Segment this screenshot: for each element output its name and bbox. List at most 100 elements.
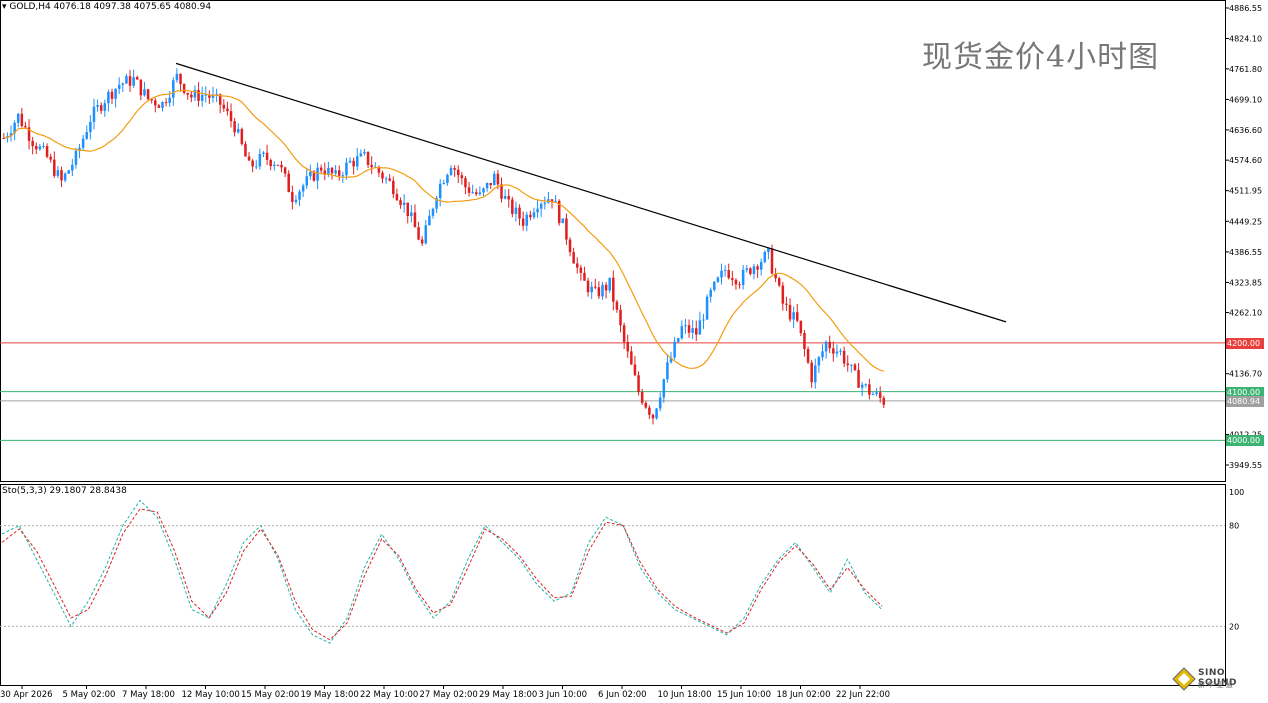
price-tick-label: 3949.55 (1229, 461, 1262, 470)
candle-body (49, 156, 52, 160)
candle-body (716, 277, 720, 282)
candle-body (575, 263, 579, 268)
candle-body (330, 167, 334, 174)
candle-body (146, 89, 150, 100)
candle-body (619, 309, 622, 326)
price-tick-label: 4386.55 (1229, 248, 1262, 257)
candle-body (835, 351, 839, 354)
price-badge-4200.00: 4200.00 (1226, 337, 1264, 349)
chart-title-watermark: 现货金价4小时图 (922, 40, 1160, 75)
candle-body (384, 178, 388, 180)
candle-body (868, 384, 871, 395)
candle-body (107, 91, 110, 104)
candle-body (337, 170, 341, 176)
candle-body (99, 105, 103, 111)
candle-body (388, 178, 391, 181)
candle-body (204, 94, 208, 96)
time-axis-label: 15 May 02:00 (241, 690, 299, 700)
candle-body (518, 207, 521, 219)
candle-body (125, 76, 128, 84)
candle-body (413, 212, 417, 228)
candle-body (316, 167, 319, 181)
chart-menu-icon[interactable]: ▾ (2, 2, 10, 12)
candle-body (853, 364, 857, 371)
candle-body (759, 262, 763, 270)
candle-body (583, 272, 586, 281)
candle-body (60, 170, 63, 181)
candle-body (763, 252, 767, 263)
logo-mark-icon (1172, 667, 1196, 691)
candle-body (273, 164, 276, 167)
candle-body (269, 159, 272, 167)
candle-body (594, 286, 597, 288)
candle-body (280, 164, 283, 168)
time-axis-label: 3 Jun 10:00 (539, 690, 588, 700)
candle-body (449, 168, 453, 175)
candle-body (536, 208, 539, 213)
candle-body (828, 341, 831, 349)
candle-body (200, 94, 204, 101)
candle-body (233, 121, 236, 133)
price-tick-label: 4262.10 (1229, 309, 1262, 318)
candle-body (864, 384, 868, 386)
candle-body (803, 333, 806, 349)
candle-body (67, 170, 70, 174)
price-badge-4100.00: 4100.00 (1226, 386, 1264, 398)
candle-body (446, 174, 449, 184)
candle-body (882, 397, 886, 405)
candle-body (312, 171, 316, 181)
candle-body (319, 167, 323, 171)
candle-body (103, 103, 107, 111)
candle-body (770, 248, 774, 274)
candle-body (539, 203, 543, 209)
candle-body (478, 192, 482, 195)
candle-body (258, 153, 262, 167)
symbol-ohlc-header: ▾ GOLD,H4 4076.18 4097.38 4075.65 4080.9… (2, 2, 211, 12)
candle-body (370, 164, 373, 168)
candle-body (121, 83, 125, 85)
candle-body (287, 173, 290, 193)
candle-body (377, 166, 381, 173)
candle-body (283, 167, 287, 174)
candle-body (345, 162, 348, 176)
candle-body (74, 150, 78, 165)
candle-body (633, 364, 637, 376)
candle-body (503, 196, 507, 199)
candle-body (208, 94, 211, 98)
candle-body (186, 92, 189, 95)
candle-body (475, 192, 478, 195)
candle-body (42, 146, 45, 148)
candle-body (507, 196, 510, 200)
candle-body (244, 143, 247, 157)
candle-body (157, 105, 161, 108)
price-tick-label: 4012.25 (1229, 430, 1262, 439)
candle-body (814, 365, 817, 383)
candle-body (150, 99, 153, 101)
candle-body (817, 357, 821, 366)
candle-body (460, 175, 464, 179)
candle-body (521, 218, 525, 226)
candle-body (785, 303, 788, 305)
candle-body (31, 140, 34, 146)
candle-body (114, 88, 117, 99)
candle-body (723, 270, 727, 272)
candle-body (752, 266, 756, 274)
candle-body (53, 159, 56, 176)
candle-body (702, 319, 705, 321)
candle-body (485, 183, 489, 189)
candle-body (197, 89, 200, 101)
candle-body (727, 270, 730, 279)
candle-body (857, 370, 860, 388)
candle-body (878, 392, 882, 398)
candle-body (597, 287, 601, 297)
candle-body (399, 200, 402, 205)
candle-body (63, 173, 67, 181)
time-axis-label: 29 May 18:00 (479, 690, 537, 700)
candle-body (586, 280, 590, 293)
candle-body (648, 407, 651, 415)
candle-body (806, 348, 810, 363)
price-tick-label: 4449.25 (1229, 217, 1262, 226)
candle-body (442, 183, 446, 185)
